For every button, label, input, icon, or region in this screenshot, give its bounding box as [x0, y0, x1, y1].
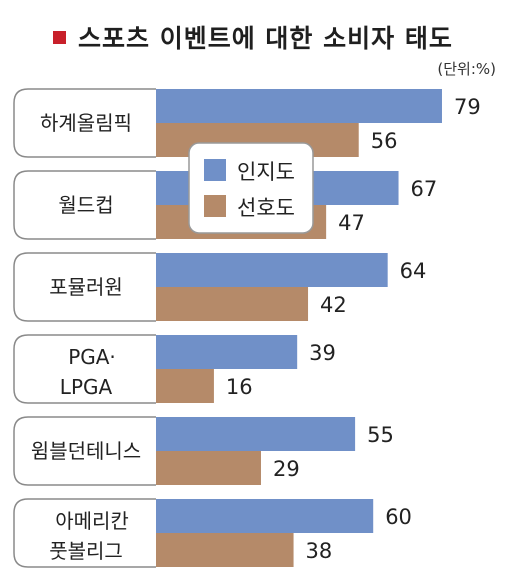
row-3: PGA· LPGA 39 16 — [13, 334, 336, 404]
row-2: 포뮬러원 64 42 — [13, 252, 427, 322]
unit-label: (단위:%) — [437, 60, 496, 78]
category-label: 풋볼리그 — [49, 539, 123, 563]
category-panel — [13, 416, 156, 486]
chart-title: 스포츠 이벤트에 대한 소비자 태도 — [78, 24, 453, 53]
value-label: 29 — [273, 457, 300, 481]
category-label: PGA· — [68, 345, 116, 369]
legend-swatch-preference — [204, 195, 226, 217]
value-label: 56 — [371, 129, 398, 153]
category-label: 월드컵 — [58, 193, 113, 217]
category-panel — [13, 252, 156, 322]
value-label: 38 — [306, 539, 333, 563]
value-label: 60 — [385, 505, 412, 529]
category-label: LPGA — [60, 375, 113, 399]
row-4: 윔블던테니스 55 29 — [13, 416, 394, 486]
category-label: 아메리칸 — [55, 509, 129, 533]
legend: 인지도 선호도 — [188, 142, 314, 234]
category-label: 하계올림픽 — [40, 111, 132, 135]
bar-preference — [156, 451, 261, 485]
bar-preference — [156, 369, 214, 403]
value-label: 16 — [226, 375, 253, 399]
category-label: 포뮬러원 — [49, 275, 123, 299]
value-label: 64 — [400, 259, 427, 283]
legend-label-awareness: 인지도 — [237, 160, 295, 184]
title-marker — [53, 31, 66, 44]
category-panel — [13, 88, 156, 158]
category-label: 윔블던테니스 — [31, 439, 141, 463]
bar-awareness — [156, 499, 374, 533]
legend-swatch-awareness — [204, 159, 226, 181]
value-label: 47 — [338, 211, 365, 235]
category-panel — [13, 334, 156, 404]
bar-awareness — [156, 253, 388, 287]
bar-awareness — [156, 417, 356, 451]
value-label: 42 — [320, 293, 347, 317]
bar-awareness — [156, 335, 298, 369]
legend-label-preference: 선호도 — [237, 196, 295, 220]
value-label: 79 — [454, 95, 481, 119]
value-label: 55 — [367, 423, 394, 447]
category-panel — [13, 170, 156, 240]
category-panel — [13, 498, 156, 568]
bar-awareness — [156, 89, 442, 123]
value-label: 67 — [411, 177, 438, 201]
value-label: 39 — [309, 341, 336, 365]
bar-preference — [156, 533, 294, 567]
bar-preference — [156, 287, 309, 321]
